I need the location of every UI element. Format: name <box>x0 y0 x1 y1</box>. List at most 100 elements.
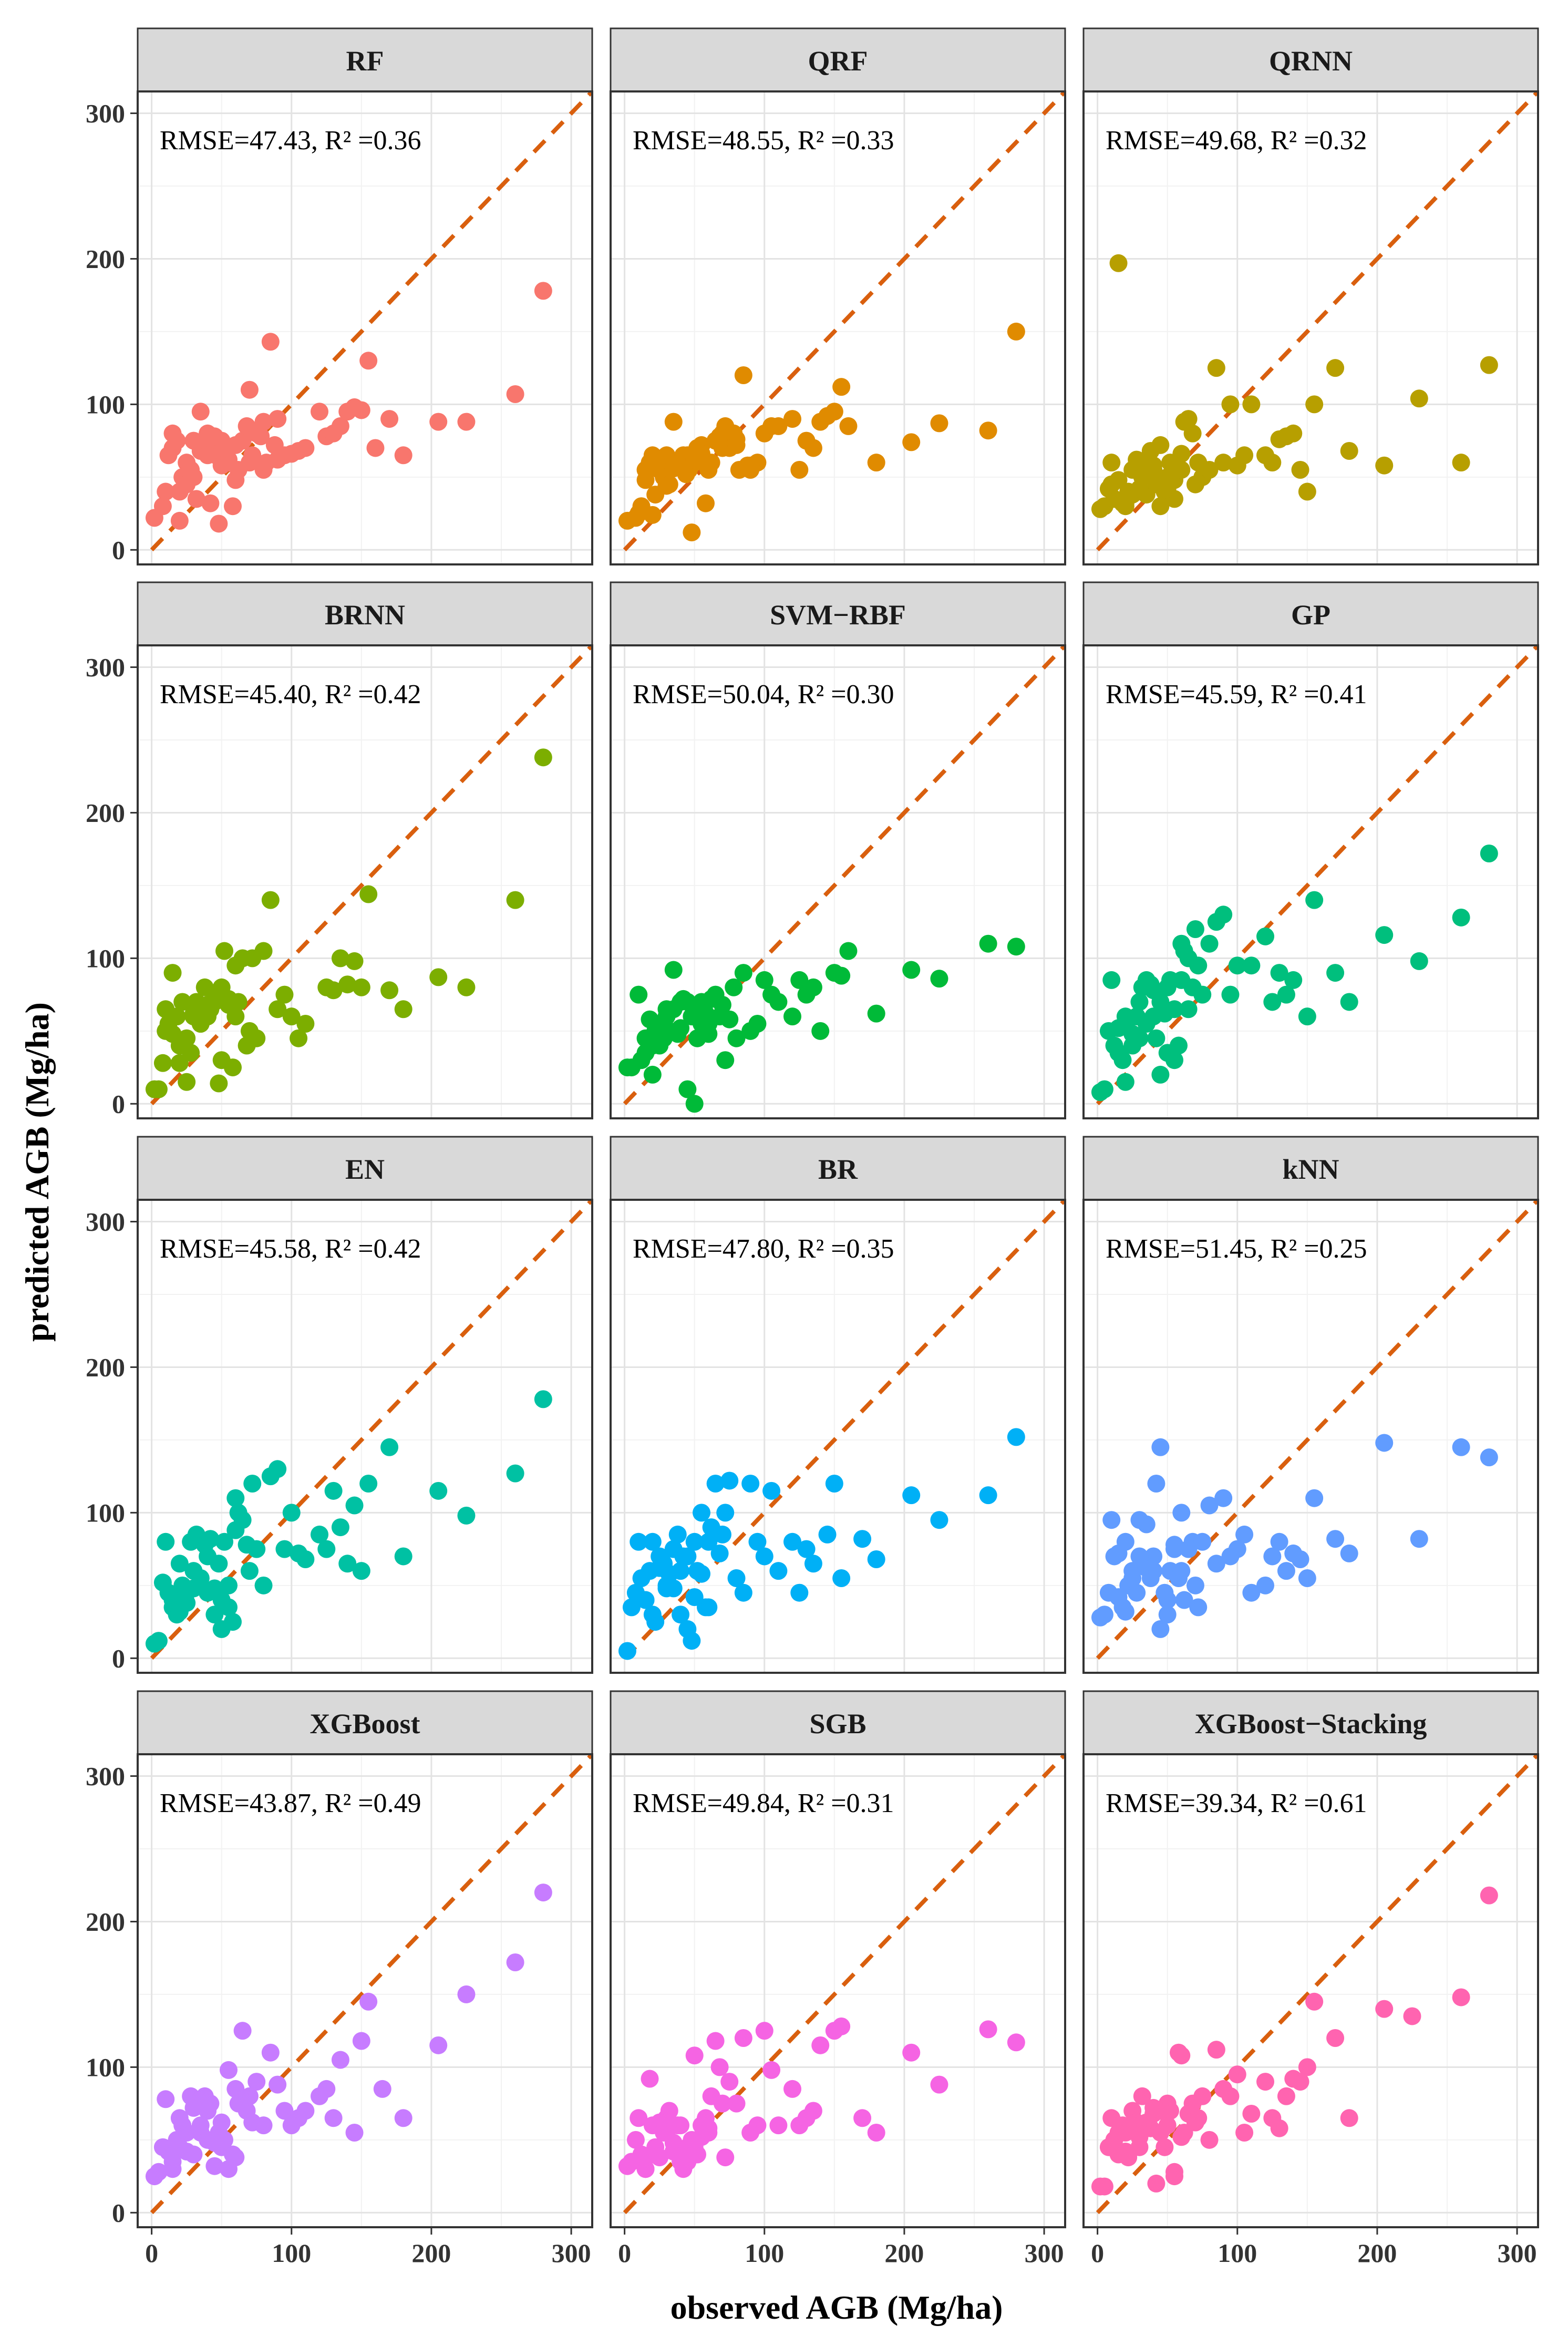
data-point <box>1116 1532 1134 1551</box>
data-point <box>1109 1588 1128 1606</box>
data-point <box>331 949 349 968</box>
data-point <box>769 1562 788 1580</box>
panel-strip <box>137 581 593 646</box>
data-point <box>1116 1007 1134 1026</box>
panel-border <box>610 1199 1066 1674</box>
data-point <box>1158 2116 1177 2135</box>
data-point <box>275 985 294 1004</box>
data-point <box>693 1565 710 1583</box>
scatter-points <box>145 282 552 533</box>
scatter-points <box>618 2017 1025 2178</box>
data-point <box>331 417 349 435</box>
data-point <box>359 1992 378 2011</box>
data-point <box>755 2022 773 2040</box>
data-point <box>275 1540 294 1558</box>
data-point <box>324 1481 343 1500</box>
data-point <box>1235 446 1254 465</box>
data-point <box>1270 964 1288 982</box>
data-point <box>191 2116 210 2135</box>
data-point <box>153 1054 172 1072</box>
data-point <box>184 2098 203 2117</box>
data-point <box>359 352 378 370</box>
data-point <box>1151 497 1170 516</box>
data-point <box>534 1390 552 1408</box>
data-point <box>324 981 343 1000</box>
data-point <box>359 885 378 903</box>
data-point <box>839 942 858 960</box>
data-point <box>153 497 172 516</box>
panel-title: XGBoost <box>310 1708 420 1740</box>
data-point <box>178 1583 196 1602</box>
panel-border <box>610 90 1066 565</box>
data-point <box>657 1007 676 1026</box>
data-point <box>1151 1438 1170 1456</box>
data-point <box>1242 395 1261 414</box>
y-tick-label: 100 <box>86 2052 125 2082</box>
data-point <box>683 1632 701 1650</box>
data-point <box>783 2080 801 2098</box>
data-point <box>1109 254 1128 272</box>
data-point <box>1172 1504 1191 1522</box>
data-point <box>163 964 182 982</box>
data-point <box>734 2029 752 2047</box>
panel-qrnn: QRNN RMSE=49.68, R² =0.32 <box>1082 27 1539 565</box>
y-tick-label: 100 <box>86 389 125 419</box>
data-point <box>685 1004 704 1023</box>
panel-border <box>137 1753 593 2228</box>
data-point <box>1128 1583 1146 1602</box>
data-point <box>1284 424 1303 443</box>
scatter-points <box>1091 1886 1498 2196</box>
y-tick-label: 300 <box>86 653 125 682</box>
data-point <box>1263 993 1282 1011</box>
data-point <box>282 1007 301 1026</box>
data-point <box>1200 461 1219 479</box>
data-point <box>636 471 655 489</box>
data-point <box>643 1532 662 1551</box>
data-point <box>693 1504 710 1522</box>
data-point <box>205 427 224 446</box>
data-point <box>1480 1448 1498 1467</box>
data-point <box>930 970 948 988</box>
panel-strip <box>137 1136 593 1201</box>
data-point <box>1130 2138 1149 2156</box>
data-point <box>223 1613 242 1631</box>
data-point <box>1256 1576 1274 1594</box>
data-point <box>149 1632 168 1650</box>
scatter-points <box>145 1884 552 2186</box>
panel-gp: GP RMSE=45.59, R² =0.41 <box>1082 581 1539 1119</box>
scatter-points <box>618 934 1025 1113</box>
data-point <box>699 456 718 475</box>
data-point <box>429 413 448 431</box>
data-point <box>1284 971 1303 989</box>
data-point <box>1189 1598 1208 1617</box>
panel-en: EN RMSE=45.58, R² =0.42 0 100 200 300 <box>86 1136 593 1674</box>
scatter-points <box>618 322 1025 542</box>
data-point <box>1147 1475 1165 1493</box>
metrics-annotation: RMSE=50.04, R² =0.30 <box>633 680 894 709</box>
data-point <box>1375 1434 1394 1452</box>
data-point <box>1305 1489 1324 1507</box>
x-tick-label: 0 <box>1091 2238 1104 2268</box>
data-point <box>311 403 328 421</box>
data-point <box>210 1074 228 1093</box>
x-tick-label: 200 <box>411 2238 451 2268</box>
data-point <box>212 456 231 475</box>
data-point <box>713 2094 731 2113</box>
metrics-annotation: RMSE=47.80, R² =0.35 <box>633 1234 894 1264</box>
x-tick-label: 300 <box>552 2238 591 2268</box>
data-point <box>1007 1428 1025 1446</box>
data-point <box>380 410 399 428</box>
data-point <box>212 978 231 996</box>
data-point <box>660 2102 678 2120</box>
data-point <box>1263 454 1282 472</box>
data-point <box>622 1598 641 1617</box>
data-point <box>338 1555 357 1573</box>
metrics-annotation: RMSE=45.59, R² =0.41 <box>1106 680 1367 709</box>
data-point <box>811 1022 830 1040</box>
data-point <box>720 1010 739 1028</box>
panel-title: EN <box>345 1154 385 1185</box>
data-point <box>720 1472 739 1490</box>
data-point <box>1186 1576 1204 1594</box>
panels-group: RF RMSE=47.43, R² =0.36 0 100 200 300 QRF RMSE=… <box>86 27 1539 2268</box>
